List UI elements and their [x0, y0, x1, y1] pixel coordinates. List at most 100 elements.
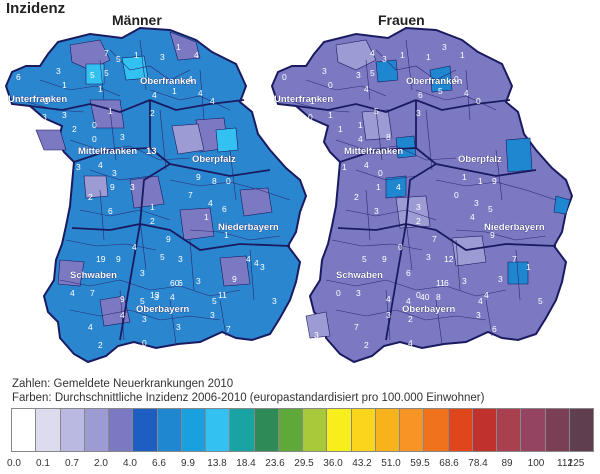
legend-swatch — [544, 408, 570, 452]
district-count: 1 — [478, 176, 483, 186]
legend-tick-label: 89 — [501, 458, 513, 469]
legend-swatch — [83, 408, 109, 452]
district-count: 2 — [98, 340, 103, 350]
district-count: 4 — [210, 96, 215, 106]
district-count: 5 — [116, 54, 121, 64]
district-count: 11 — [218, 290, 227, 300]
legend-swatch — [108, 408, 134, 452]
district-count: 6 — [178, 278, 183, 288]
district-count: 2 — [88, 192, 93, 202]
legend-swatch — [520, 408, 546, 452]
district-count: 3 — [382, 54, 387, 64]
district-count: 7 — [104, 48, 109, 58]
district-count: 5 — [488, 204, 493, 214]
legend-tick-label: 51.0 — [381, 458, 401, 469]
district-count: 5 — [438, 86, 443, 96]
district-count: 1 — [328, 110, 333, 120]
region-label-oberbayern: Oberbayern — [136, 304, 190, 315]
district-count: 0 — [398, 242, 403, 252]
district-count: 4 — [132, 242, 137, 252]
district-count: 3 — [56, 66, 61, 76]
maps-canvas: Unterfranken Oberfranken Mittelfranken Ober… — [5, 27, 573, 363]
district-count: 2 — [150, 216, 155, 226]
district-count: 4 — [194, 50, 199, 60]
legend-swatch — [302, 408, 328, 452]
district-count: 4 — [284, 308, 289, 318]
district-count: 0 — [226, 176, 231, 186]
district-count: 8 — [48, 330, 53, 340]
district-count: 1 — [376, 182, 381, 192]
district-count: 5 — [374, 106, 379, 116]
district-count: 3 — [322, 66, 327, 76]
legend-swatch — [205, 408, 231, 452]
legend-swatch — [59, 408, 85, 452]
district-count: 1 — [400, 50, 405, 60]
district-count: 9 — [232, 274, 237, 284]
legend-swatch — [132, 408, 158, 452]
district-count: 4 — [98, 160, 103, 170]
district-count: 1 — [176, 42, 181, 52]
legend-tick-label: 9.9 — [181, 458, 195, 469]
district-count: 3 — [416, 108, 421, 118]
district-borders — [19, 39, 291, 345]
district-count: 4 — [484, 290, 489, 300]
district-count: 1 — [526, 262, 531, 272]
district-count: 0 — [92, 134, 97, 144]
legend-tick-label: 112 — [557, 458, 573, 469]
legend-swatch — [350, 408, 376, 452]
district-count: 4 — [478, 296, 483, 306]
region-label-oberfranken: Oberfranken — [140, 76, 197, 87]
region-label-oberpfalz: Oberpfalz — [458, 154, 502, 165]
district-count: 3 — [42, 112, 47, 122]
district-count: 0 — [92, 120, 97, 130]
district-count: 1 — [224, 230, 229, 240]
region-label-unterfranken: Unterfranken — [8, 94, 67, 105]
district-count: 6 — [444, 278, 449, 288]
district-count: 3 — [386, 310, 391, 320]
legend-swatch — [277, 408, 303, 452]
district-count: 4 — [396, 182, 401, 192]
region-label-unterfranken: Unterfranken — [274, 94, 333, 105]
district-count: 0 — [282, 72, 287, 82]
district-count: 2 — [408, 314, 413, 324]
district-count: 5 — [160, 252, 165, 262]
district-count: 3 — [474, 198, 479, 208]
legend-swatch — [180, 408, 206, 452]
district-count: 1 — [108, 106, 113, 116]
district-count: 5 — [362, 254, 367, 264]
district-count: 4 — [246, 254, 251, 264]
district-count: 4 — [364, 84, 369, 94]
district-count: 4 — [470, 212, 475, 222]
district-patches — [35, 31, 273, 327]
district-count: 3 — [426, 252, 431, 262]
district-count: 7 — [354, 322, 359, 332]
district-count: 3 — [210, 310, 215, 320]
district-count: 60 — [170, 278, 180, 288]
legend-tick-label: 6.6 — [152, 458, 166, 469]
district-count: 1 — [98, 84, 103, 94]
legend-tick-label: 43.2 — [352, 458, 372, 469]
map-title-frauen: Frauen — [378, 12, 425, 28]
region-label-oberbayern: Oberbayern — [402, 304, 456, 315]
legend-tick-label: 29.5 — [294, 458, 314, 469]
district-count: 3 — [260, 262, 265, 272]
district-count: 3 — [442, 42, 447, 52]
region-label-mittelfranken: Mittelfranken — [344, 146, 403, 157]
district-count: 0 — [454, 74, 459, 84]
district-count: 7 — [226, 324, 231, 334]
district-count: 3 — [62, 110, 67, 120]
district-count: 3 — [356, 70, 361, 80]
legend-swatch — [471, 408, 497, 452]
district-count: 6 — [108, 206, 113, 216]
district-count: 1 — [338, 124, 343, 134]
district-count: 5 — [90, 70, 95, 80]
district-count: 5 — [538, 296, 543, 306]
district-count: 4 — [408, 338, 413, 348]
district-count: 3 — [112, 168, 117, 178]
caption-zahlen: Zahlen: Gemeldete Neuerkrankungen 2010 — [12, 378, 234, 390]
district-count: 9 — [166, 234, 171, 244]
district-count: 4 — [70, 288, 75, 298]
legend-swatch — [253, 408, 279, 452]
district-count: 3 — [272, 296, 277, 306]
legend-swatch — [326, 408, 352, 452]
